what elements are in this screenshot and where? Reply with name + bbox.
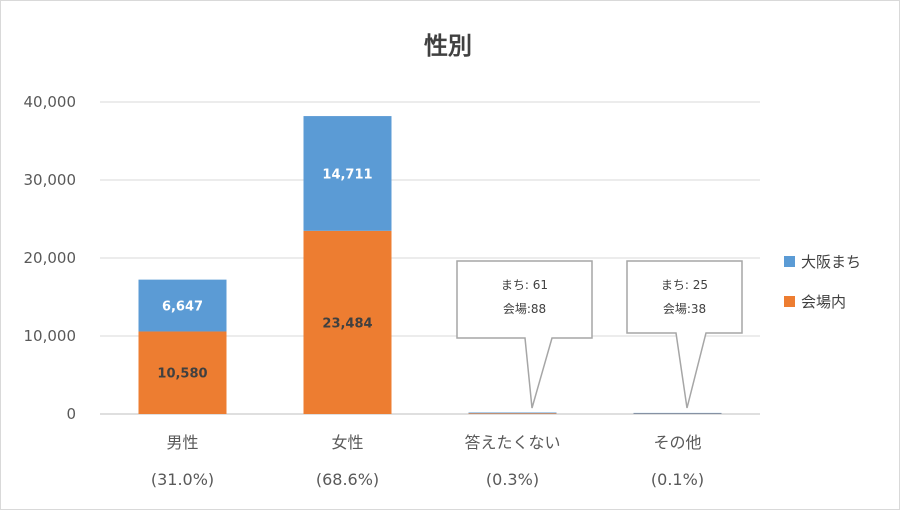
x-category-label: 答えたくない xyxy=(464,433,560,452)
legend-swatch xyxy=(784,296,795,307)
x-axis-categories: 男性 (31.0%) 女性 (68.6%) 答えたくない (0.3%) その他 (0.1%) xyxy=(151,433,704,489)
bar-segment xyxy=(303,230,392,414)
y-tick-label: 40,000 xyxy=(24,93,77,111)
callout-text: 会場:38 xyxy=(663,302,706,316)
y-tick-label: 20,000 xyxy=(24,249,77,267)
bar-segment xyxy=(138,331,227,414)
x-category-label: 男性 xyxy=(166,433,198,452)
callout-box: まち: 61 会場:88 xyxy=(456,260,593,409)
bar-segment xyxy=(468,412,557,414)
bar-segment xyxy=(468,413,557,414)
data-labels: 10,580 6,647 23,484 14,711 xyxy=(157,167,372,381)
x-category-percent: (0.3%) xyxy=(486,470,539,489)
callouts: まち: 61 会場:88 まち: 25 会場:38 xyxy=(456,260,743,409)
x-category-percent: (68.6%) xyxy=(316,470,379,489)
callout-text: まち: 61 xyxy=(501,278,548,292)
legend-swatch xyxy=(784,256,795,267)
y-tick-label: 10,000 xyxy=(24,327,77,345)
legend-label: 会場内 xyxy=(801,293,846,311)
x-category-percent: (31.0%) xyxy=(151,470,214,489)
data-label: 6,647 xyxy=(162,300,203,315)
legend-label: 大阪まち xyxy=(801,253,861,271)
y-tick-label: 0 xyxy=(66,405,76,423)
x-category-label: その他 xyxy=(653,433,701,452)
x-category-label: 女性 xyxy=(331,433,363,452)
data-label: 14,711 xyxy=(322,167,372,182)
data-label: 10,580 xyxy=(157,367,207,382)
chart-title: 性別 xyxy=(424,32,472,60)
y-axis-ticks: 0 10,000 20,000 30,000 40,000 xyxy=(24,93,77,423)
callout-box: まち: 25 会場:38 xyxy=(626,260,743,409)
data-label: 23,484 xyxy=(322,316,372,331)
callout-text: まち: 25 xyxy=(661,278,708,292)
bar-segment xyxy=(303,116,392,231)
callout-text: 会場:88 xyxy=(503,302,546,316)
y-tick-label: 30,000 xyxy=(24,171,77,189)
bar-segment xyxy=(138,279,227,332)
x-category-percent: (0.1%) xyxy=(651,470,704,489)
bar-segment xyxy=(633,412,722,414)
bars xyxy=(138,116,722,414)
